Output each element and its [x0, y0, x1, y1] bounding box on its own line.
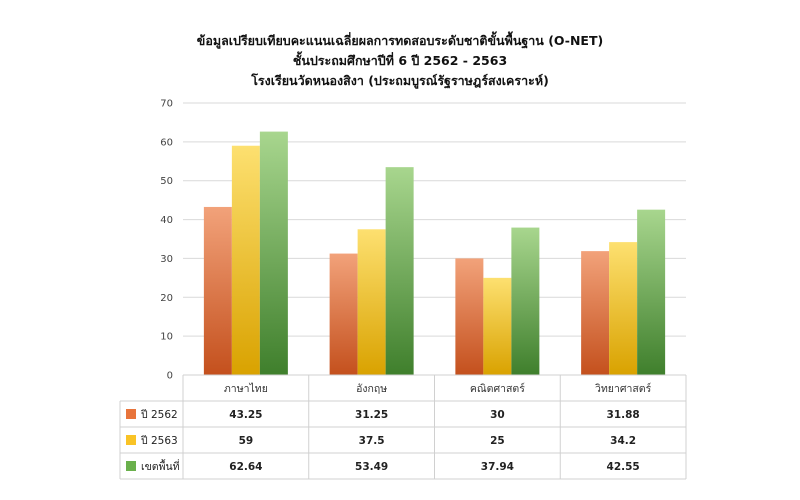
- chart-title: ข้อมูลเปรียบเทียบคะแนนเฉลี่ยผลการทดสอบระ…: [197, 31, 603, 89]
- data-label: 25: [490, 435, 505, 447]
- data-label: 42.55: [607, 461, 640, 473]
- bar-1-4: [581, 251, 610, 375]
- data-label: 37.5: [359, 435, 385, 447]
- bar-1-1: [203, 206, 232, 375]
- bar-3-4: [637, 209, 666, 375]
- data-label: 30: [490, 409, 505, 421]
- bar-1-2: [329, 253, 358, 375]
- y-tick-label: 40: [160, 215, 173, 226]
- legend-label: ปี 2563: [141, 434, 178, 447]
- bar-3-3: [511, 227, 540, 375]
- chart-title-line-2: ชั้นประถมศึกษาปีที่ 6 ปี 2562 - 2563: [293, 51, 507, 68]
- bars: [203, 131, 666, 375]
- legend-swatch: [126, 409, 136, 419]
- y-tick-label: 0: [167, 371, 173, 382]
- bar-3-1: [259, 131, 288, 375]
- legend-swatch: [126, 435, 136, 445]
- data-label: 53.49: [355, 461, 388, 473]
- data-label: 62.64: [229, 461, 262, 473]
- category-label: คณิตศาสตร์: [470, 382, 525, 395]
- bar-2-2: [357, 229, 386, 375]
- y-tick-label: 70: [160, 99, 173, 110]
- bar-2-3: [483, 277, 512, 375]
- chart-title-line-3: โรงเรียนวัดหนองสิงา (ประถมบูรณ์รัฐราษฎร์…: [250, 73, 549, 89]
- legend-label: ปี 2562: [141, 408, 178, 421]
- category-label: วิทยาศาสตร์: [595, 382, 652, 395]
- data-table: ภาษาไทย อังกฤษ คณิตศาสตร์ วิทยาศาสตร์ปี 256…: [119, 374, 687, 480]
- y-axis-ticks: 0 10 20 30 40 50 60 70: [160, 99, 173, 382]
- bar-1-3: [455, 258, 484, 375]
- data-label: 37.94: [481, 461, 514, 473]
- bar-3-2: [385, 167, 414, 375]
- y-tick-label: 10: [160, 332, 173, 343]
- data-label: 31.25: [355, 409, 388, 421]
- chart-title-line-1: ข้อมูลเปรียบเทียบคะแนนเฉลี่ยผลการทดสอบระ…: [197, 31, 603, 49]
- bar-2-4: [609, 242, 638, 375]
- data-label: 34.2: [610, 435, 636, 447]
- y-tick-label: 20: [160, 293, 173, 304]
- legend-label: เขตพื้นที่: [141, 459, 180, 473]
- legend-swatch: [126, 461, 136, 471]
- bar-2-1: [231, 145, 260, 375]
- y-tick-label: 50: [160, 176, 173, 187]
- category-label: ภาษาไทย: [224, 382, 268, 395]
- category-label: อังกฤษ: [356, 383, 387, 395]
- y-tick-label: 60: [160, 137, 173, 148]
- data-label: 31.88: [607, 409, 640, 421]
- y-tick-label: 30: [160, 254, 173, 265]
- data-label: 59: [239, 435, 254, 447]
- data-label: 43.25: [229, 409, 262, 421]
